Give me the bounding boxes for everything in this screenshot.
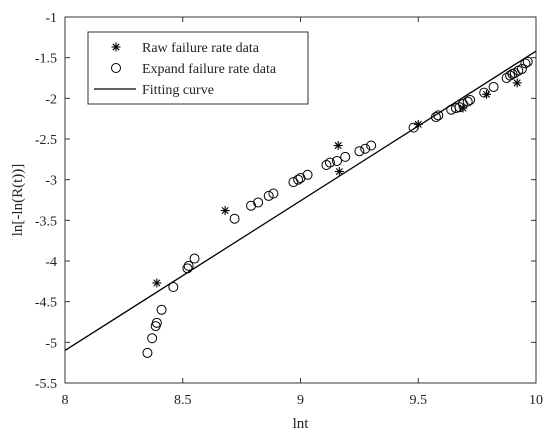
legend-expand-marker (111, 63, 121, 73)
x-tick-label: 9 (297, 393, 304, 408)
legend-raw-marker (111, 42, 121, 52)
y-tick-label: -4.5 (35, 296, 57, 311)
expand-data-point (183, 260, 194, 271)
expand-data-point (462, 96, 473, 107)
raw-data-point (334, 167, 344, 177)
expand-data-point (366, 140, 377, 151)
x-axis-label: lnt (293, 416, 310, 432)
expand-data-point (465, 94, 476, 105)
expand-data-point (505, 70, 516, 81)
expand-data-point (229, 213, 240, 224)
y-tick-label: -4 (45, 255, 57, 270)
expand-data-point (142, 347, 153, 358)
expand-data-point (151, 317, 162, 328)
expand-data-point (246, 200, 257, 211)
raw-data-point (220, 206, 230, 216)
expand-data-point (295, 173, 306, 184)
y-tick-label: -5 (45, 336, 57, 351)
y-tick-label: -1 (45, 11, 57, 26)
legend-entry-label: Raw failure rate data (142, 41, 260, 56)
y-tick-label: -3 (45, 174, 57, 189)
expand-data-point (293, 174, 304, 185)
expand-data-point (321, 160, 332, 171)
expand-data-point (360, 143, 371, 154)
expand-data-point (182, 263, 193, 274)
y-axis-label: ln[-ln(R(t))] (10, 164, 26, 236)
y-tick-label: -1.5 (35, 52, 57, 67)
legend-entry-label: Expand failure rate data (142, 62, 277, 77)
expand-data-point (430, 112, 441, 123)
expand-data-point (156, 304, 167, 315)
raw-data-point (458, 103, 468, 113)
expand-data-point (189, 253, 200, 264)
expand-data-point (516, 64, 527, 75)
expand-data-point (522, 56, 533, 67)
expand-data-point (168, 282, 179, 293)
raw-data-point (413, 119, 423, 129)
expand-data-point (147, 333, 158, 344)
expand-data-point (354, 146, 365, 157)
expand-data-point (488, 81, 499, 92)
expand-data-point (340, 151, 351, 162)
fitting-curve-line (64, 50, 537, 352)
x-tick-label: 10 (529, 393, 543, 408)
x-tick-label: 9.5 (410, 393, 428, 408)
expand-data-point (433, 110, 444, 121)
expand-data-point (332, 155, 343, 166)
legend-box (87, 31, 309, 105)
expand-data-point (520, 58, 531, 69)
expand-data-point (268, 188, 279, 199)
raw-data-point (152, 278, 162, 288)
expand-data-point (324, 157, 335, 168)
y-tick-label: -5.5 (35, 377, 57, 392)
x-tick-label: 8 (62, 393, 69, 408)
x-tick-label: 8.5 (174, 393, 192, 408)
raw-data-point (333, 141, 343, 151)
y-tick-label: -2.5 (35, 133, 57, 148)
expand-data-point (302, 169, 313, 180)
expand-data-point (253, 197, 264, 208)
raw-data-point (512, 78, 522, 88)
y-tick-label: -3.5 (35, 214, 57, 229)
y-tick-label: -2 (45, 92, 57, 107)
legend-entry-label: Fitting curve (142, 83, 214, 98)
raw-data-point (482, 89, 492, 99)
expand-data-point (263, 190, 274, 201)
